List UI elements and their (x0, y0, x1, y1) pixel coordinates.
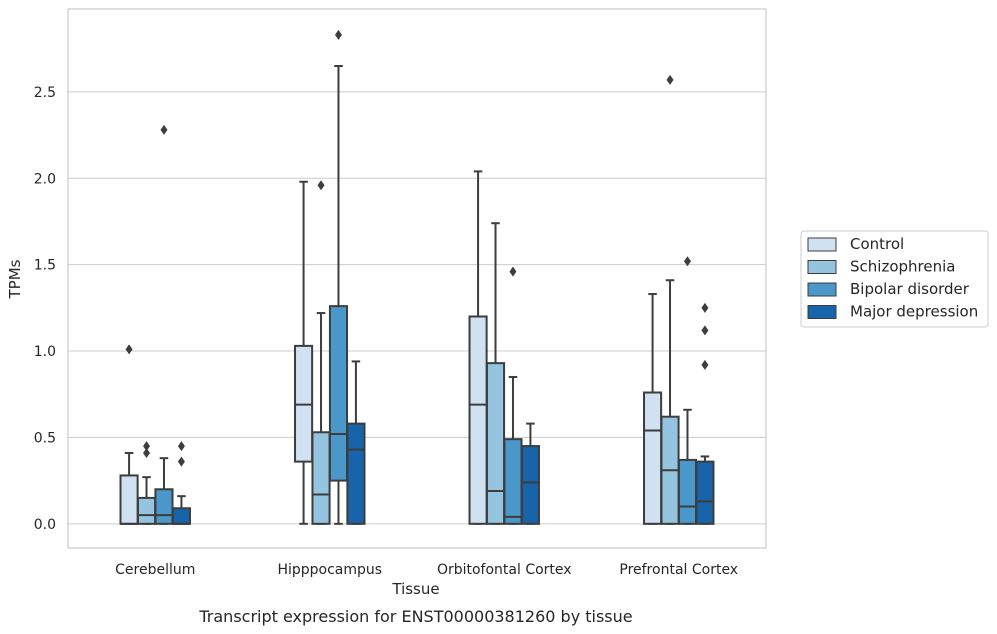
outlier-point (177, 441, 185, 452)
box (136, 496, 157, 525)
box (468, 315, 488, 525)
y-tick-label: 0.0 (34, 517, 56, 533)
y-tick-label: 1.5 (34, 258, 56, 274)
legend-label: Schizophrenia (850, 258, 955, 276)
y-tick-label: 2.5 (34, 85, 56, 101)
y-axis-label: TPMs (6, 259, 24, 299)
outlier-point (683, 256, 691, 267)
box (171, 507, 191, 525)
box-group (154, 124, 174, 525)
x-tick-label: Cerebellum (115, 562, 195, 578)
box (520, 445, 540, 525)
box-group (695, 302, 715, 525)
box-group (468, 170, 488, 525)
box-group (328, 29, 349, 525)
box-group (311, 180, 331, 525)
box-group (660, 74, 680, 525)
y-tick-label: 2.0 (34, 171, 56, 187)
box-group (520, 422, 540, 525)
box-group (171, 441, 191, 525)
outlier-point (160, 124, 168, 135)
legend-swatch (807, 260, 837, 274)
box-group (119, 344, 139, 525)
x-tick-label: Hipppocampus (277, 562, 382, 578)
box-group (346, 360, 366, 525)
legend-swatch (807, 282, 837, 297)
x-tick-label: Orbitofontal Cortex (437, 562, 572, 578)
box-group (643, 293, 663, 525)
plot-frame (67, 8, 767, 549)
outlier-point (334, 29, 342, 40)
box (677, 458, 698, 525)
box (485, 362, 506, 525)
figure-caption: Transcript expression for ENST0000038126… (198, 607, 632, 626)
outlier-point (143, 441, 151, 452)
y-tick-label: 0.5 (34, 430, 56, 446)
box (328, 305, 349, 482)
legend: Control Schizophrenia Bipolar disorder Majo… (800, 230, 989, 328)
legend-label: Bipolar disorder (850, 280, 970, 298)
box-groups (119, 29, 715, 525)
box (311, 431, 331, 525)
outlier-point (143, 447, 151, 458)
box-group (136, 441, 157, 525)
legend-label: Major depression (850, 303, 978, 321)
legend-swatch (807, 237, 837, 252)
legend-label: Control (850, 235, 904, 253)
y-tick-label: 1.0 (34, 344, 56, 360)
x-axis-label: Tissue (391, 580, 439, 598)
outlier-point (666, 74, 674, 85)
legend-swatch (807, 305, 837, 319)
box-group (294, 180, 314, 525)
box (695, 460, 715, 525)
outlier-point (125, 344, 133, 355)
outlier-point (701, 359, 709, 370)
outlier-point (701, 325, 709, 336)
x-tick-label: Prefrontal Cortex (619, 562, 738, 578)
box-group (485, 222, 506, 525)
box (119, 474, 139, 525)
y-tick-labels: 0.0 0.5 1.0 1.5 2.0 2.5 (34, 85, 56, 533)
outlier-point (509, 266, 517, 277)
outlier-point (701, 302, 709, 313)
box (154, 488, 174, 525)
box (346, 422, 366, 525)
box-group (503, 266, 523, 525)
box (503, 438, 523, 525)
box (643, 391, 663, 525)
outlier-point (317, 180, 325, 191)
outlier-point (177, 456, 185, 467)
x-tick-labels: Cerebellum Hipppocampus Orbitofontal Corte… (115, 562, 738, 578)
legend-frame (800, 230, 989, 328)
box-group (677, 256, 698, 525)
